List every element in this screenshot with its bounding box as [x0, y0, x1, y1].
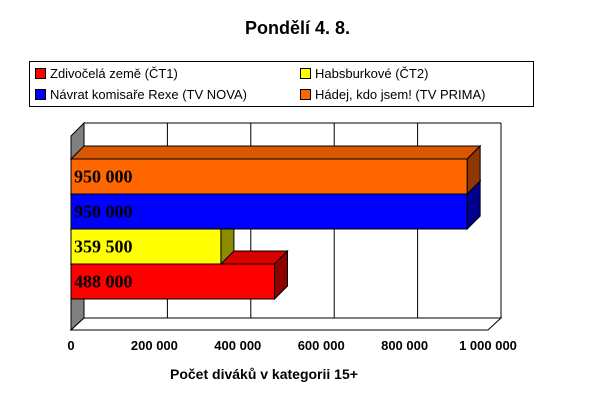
x-tick-label-2: 400 000 [214, 338, 261, 353]
floor [69, 317, 503, 331]
chart-title: Pondělí 4. 8. [244, 18, 351, 38]
legend-item-ct1: Zdivočelá země (ČT1) [35, 66, 178, 82]
legend-swatch-nova [35, 89, 46, 101]
legend: Zdivočelá země (ČT1) Habsburkové (ČT2) N… [29, 61, 534, 107]
data-label-nova: 950 000 [74, 202, 133, 222]
bar-top-prima [69, 145, 482, 160]
x-tick-label-4: 800 000 [381, 338, 428, 353]
data-label-ct2: 359 500 [74, 237, 133, 257]
legend-item-ct2: Habsburkové (ČT2) [300, 66, 428, 82]
bar-nova [70, 193, 468, 230]
bar-prima [70, 158, 468, 195]
x-tick-label-5: 1 000 000 [459, 338, 517, 353]
bar-ct2 [70, 228, 222, 265]
data-label-ct1: 488 000 [74, 272, 133, 292]
legend-label-ct2: Habsburkové (ČT2) [315, 66, 429, 81]
legend-swatch-ct1 [35, 68, 46, 80]
x-tick-label-1: 200 000 [131, 338, 178, 353]
x-axis-label: Počet diváků v kategorii 15+ [170, 366, 358, 382]
legend-item-prima: Hádej, kdo jsem! (TV PRIMA) [300, 87, 486, 103]
x-tick-label-3: 600 000 [298, 338, 345, 353]
bar-ct1 [70, 263, 275, 300]
legend-label-nova: Návrat komisaře Rexe (TV NOVA) [50, 87, 247, 102]
data-label-prima: 950 000 [74, 167, 133, 187]
legend-label-prima: Hádej, kdo jsem! (TV PRIMA) [315, 87, 486, 102]
legend-label-ct1: Zdivočelá země (ČT1) [50, 66, 178, 81]
legend-swatch-prima [300, 89, 311, 101]
legend-item-nova: Návrat komisaře Rexe (TV NOVA) [35, 87, 247, 103]
x-tick-label-0: 0 [67, 338, 74, 353]
legend-swatch-ct2 [300, 68, 311, 80]
